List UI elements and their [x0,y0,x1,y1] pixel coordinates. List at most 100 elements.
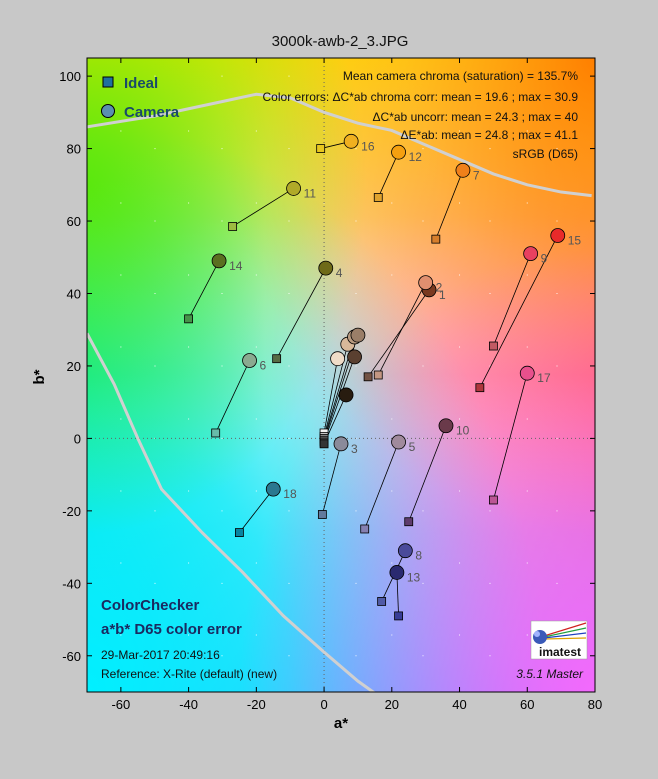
camera-point [318,260,334,276]
ideal-point [373,193,383,202]
ideal-point [373,370,383,380]
legend-camera-marker [101,104,115,118]
info-panel: ColorChecker a*b* D65 color error 29-Mar… [101,597,277,681]
ideal-point [431,234,441,244]
y-tick-label: 60 [67,214,81,229]
ideal-point [377,597,387,606]
camera-point [455,162,471,178]
error-line [435,170,464,240]
patch-label: 15 [568,234,582,248]
info-subtitle: a*b* D65 color error [101,621,242,638]
legend-ideal-label: Ideal [124,75,158,92]
camera-point [347,349,362,365]
gamut-line-upper [87,92,592,198]
x-axis-label: a* [334,715,348,732]
ideal-point [319,439,329,449]
error-line [321,443,342,515]
legend: Ideal Camera [101,75,180,121]
patch-label: 11 [304,186,317,200]
info-timestamp: 29-Mar-2017 20:49:16 [101,648,220,662]
camera-point [519,365,535,381]
plot-frame [86,57,596,693]
patch-label: 7 [473,168,480,182]
patch-label: 16 [361,139,375,153]
ideal-point [234,528,244,537]
camera-point [438,418,454,434]
patch-label: 17 [537,371,551,385]
camera-point [211,253,227,269]
legend-ideal-marker [102,76,114,88]
camera-point [286,181,301,196]
camera-point [333,436,349,452]
stats-line-de: ΔE*ab: mean = 24.8 ; max = 41.1 [401,128,579,142]
version-label: 3.5.1 Master [516,667,584,681]
ideal-point [475,383,485,393]
stats-line-dc-corr: Color errors: ΔC*ab chroma corr: mean = … [263,90,579,104]
y-tick-label: 80 [67,142,81,157]
x-tick-label: -60 [111,697,130,712]
patch-label: 3 [351,442,358,456]
stats-line-chroma: Mean camera chroma (saturation) = 135.7% [343,69,578,83]
error-line [377,152,399,198]
patch-label: 4 [336,266,343,280]
error-line [276,267,327,359]
x-tick-label: 80 [588,697,602,712]
ideal-point [394,611,403,621]
ideal-point [211,428,221,438]
patch-label: 18 [283,487,297,501]
patch-label: 5 [409,440,416,454]
x-tick-label: 0 [320,697,327,712]
stats-line-colorspace: sRGB (D65) [513,147,578,161]
stats-line-dc-uncorr: ΔC*ab uncorr: mean = 24.3 ; max = 40 [373,110,579,124]
patch-label: 13 [407,570,421,584]
ideal-point [488,495,498,505]
y-tick-label: 40 [67,286,81,301]
grid [87,58,595,692]
patch-label: 1 [439,288,446,302]
camera-point [389,565,405,580]
x-tick-label: 40 [452,697,466,712]
camera-points [211,133,566,580]
info-reference: Reference: X-Rite (default) (new) [101,667,277,681]
y-axis-ticks: -60 -40 -20 0 20 40 60 80 100 [59,69,595,664]
x-tick-label: 60 [520,697,534,712]
plot-background [87,58,595,692]
imatest-logo: imatest [530,620,588,660]
camera-point [391,144,406,160]
error-line [232,188,294,227]
camera-point [523,246,539,262]
ideal-point [272,354,282,364]
error-line [188,260,220,320]
camera-point [418,275,434,291]
ideal-point [360,524,370,534]
patch-label: 6 [260,359,267,373]
camera-point [265,481,281,497]
camera-point [391,434,406,450]
ideal-point [184,314,194,324]
patch-label: 12 [409,150,423,164]
camera-point [338,387,354,403]
x-tick-label: -40 [179,697,198,712]
y-tick-label: 20 [67,359,81,374]
gamut-line-lower [87,332,376,692]
error-line [367,289,430,378]
error-line [215,360,250,434]
error-line [479,235,559,388]
x-tick-label: 20 [385,697,399,712]
patch-label: 14 [229,259,243,273]
y-tick-label: 0 [74,431,81,446]
ideal-point [316,144,326,153]
error-line [364,441,399,530]
patch-label: 10 [456,424,470,438]
camera-point [343,133,359,149]
camera-point [550,228,566,243]
error-line [377,282,427,376]
ideal-point [317,510,327,519]
ideal-point [488,341,498,351]
y-tick-label: -20 [62,504,81,519]
error-line [493,373,528,501]
y-axis-label: b* [31,369,48,384]
error-line [323,358,339,434]
